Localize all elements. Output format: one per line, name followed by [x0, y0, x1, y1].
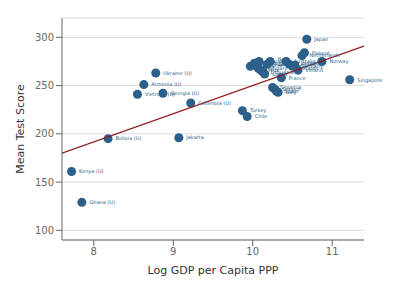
svg-text:Colombia (U): Colombia (U) [198, 100, 231, 106]
svg-text:11: 11 [326, 246, 339, 257]
svg-text:Kenya (U): Kenya (U) [79, 168, 103, 175]
svg-text:100: 100 [35, 225, 54, 236]
svg-text:Singapore: Singapore [357, 77, 382, 84]
svg-text:Italy: Italy [286, 89, 297, 96]
svg-text:150: 150 [35, 177, 54, 188]
svg-text:Spain: Spain [284, 88, 298, 95]
svg-text:France: France [289, 75, 306, 81]
svg-text:Jakarta: Jakarta [185, 134, 204, 140]
svg-text:Georgia (U): Georgia (U) [170, 90, 199, 97]
svg-text:8: 8 [91, 246, 97, 257]
svg-text:Chile: Chile [255, 113, 268, 119]
svg-text:Armenia (U): Armenia (U) [151, 81, 181, 87]
svg-text:Ukraine (U): Ukraine (U) [163, 70, 192, 76]
svg-text:9: 9 [170, 246, 176, 257]
svg-text:Latvia: Latvia [272, 71, 287, 77]
svg-text:10: 10 [246, 246, 259, 257]
svg-text:Norway: Norway [329, 58, 348, 65]
svg-text:Japan: Japan [313, 36, 328, 43]
svg-text:Finland: Finland [312, 50, 330, 56]
svg-text:Log GDP per Capita PPP: Log GDP per Capita PPP [148, 264, 279, 277]
svg-text:Mean Test Score: Mean Test Score [14, 84, 27, 174]
svg-text:Bolivia (U): Bolivia (U) [116, 135, 142, 141]
svg-text:Ghana (U): Ghana (U) [89, 199, 115, 205]
svg-text:200: 200 [35, 128, 54, 139]
svg-text:300: 300 [35, 32, 54, 43]
svg-text:250: 250 [35, 80, 54, 91]
svg-text:Ireland: Ireland [306, 67, 323, 73]
